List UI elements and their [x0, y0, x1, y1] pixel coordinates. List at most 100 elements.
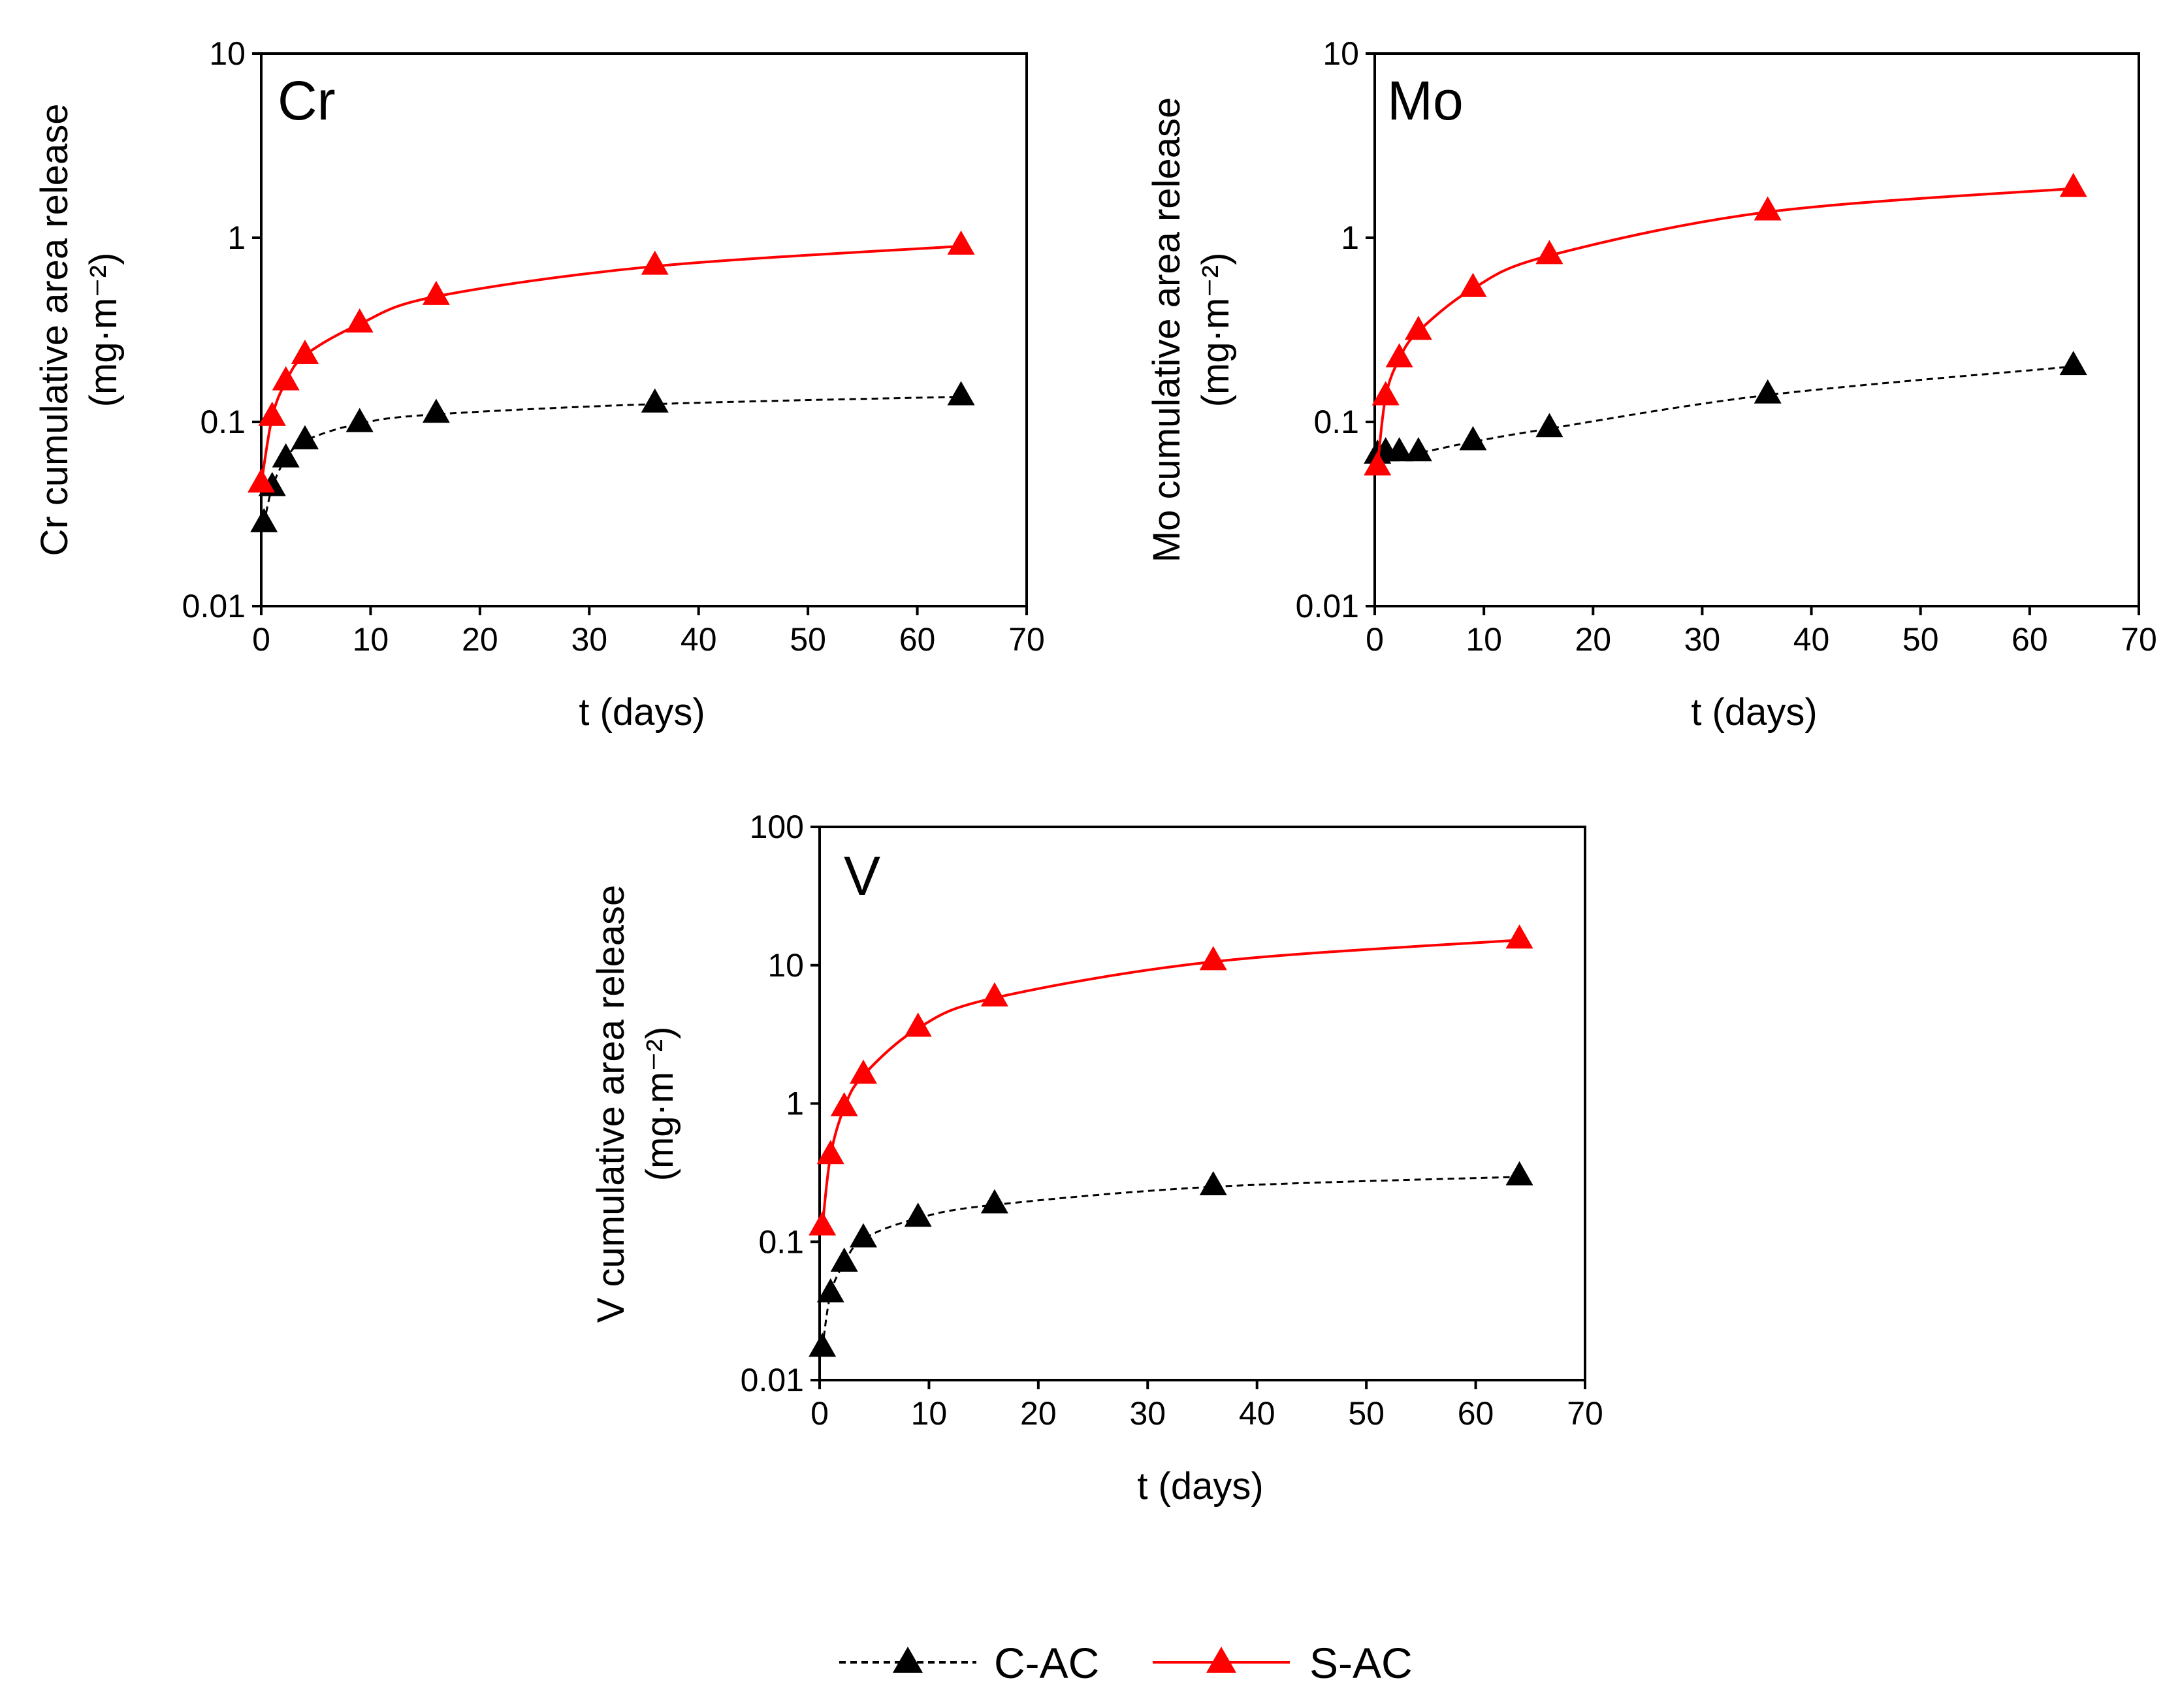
- y-axis-title-cr: Cr cumulative area release: [33, 103, 76, 556]
- x-axis-title-v: t (days): [1137, 1465, 1263, 1507]
- data-point-mo-c-ac-7: [2059, 351, 2087, 376]
- data-point-mo-c-ac-6: [1754, 379, 1782, 404]
- y-axis-title-v: V cumulative area release: [590, 885, 632, 1323]
- y-tick-label-v-10: 10: [767, 947, 804, 984]
- x-tick-label-cr-30: 30: [571, 621, 607, 658]
- data-point-v-c-ac-3: [849, 1223, 877, 1248]
- legend-marker-s-ac: [1206, 1647, 1236, 1673]
- data-point-cr-s-ac-1: [258, 401, 286, 426]
- y-tick-label-v-0.1: 0.1: [758, 1223, 804, 1260]
- y-tick-label-v-100: 100: [750, 809, 804, 845]
- data-point-cr-c-ac-2: [272, 443, 300, 468]
- series-line-v-s-ac: [821, 939, 1520, 1227]
- data-point-v-c-ac-1: [816, 1278, 844, 1303]
- x-tick-label-cr-20: 20: [462, 621, 498, 658]
- data-point-mo-c-ac-4: [1459, 426, 1487, 451]
- x-tick-label-cr-70: 70: [1008, 621, 1045, 658]
- data-point-mo-s-ac-4: [1459, 272, 1487, 297]
- x-tick-label-mo-10: 10: [1466, 621, 1502, 658]
- y-tick-label-cr-10: 10: [209, 35, 246, 72]
- x-tick-label-mo-50: 50: [1902, 621, 1939, 658]
- data-point-v-s-ac-6: [1199, 946, 1227, 971]
- panel-label-mo: Mo: [1387, 70, 1464, 131]
- data-point-mo-s-ac-6: [1754, 196, 1782, 221]
- data-point-v-c-ac-0: [809, 1332, 837, 1357]
- x-tick-label-mo-70: 70: [2121, 621, 2157, 658]
- chart-panel-mo: 0 10 20 30 40 50 60 70 0.01 0.1 1 10 Mo t (days) Mo…: [1146, 35, 2157, 733]
- x-tick-label-mo-40: 40: [1793, 621, 1830, 658]
- x-tick-label-v-10: 10: [911, 1395, 948, 1432]
- x-tick-label-v-70: 70: [1567, 1395, 1603, 1432]
- plot-area-mo: 0 10 20 30 40 50 60 70 0.01 0.1 1 10: [1296, 35, 2157, 658]
- x-tick-label-cr-50: 50: [790, 621, 826, 658]
- legend-marker-c-ac: [893, 1647, 923, 1673]
- plot-area-cr: 0 10 20 30 40 50 60 70 0.01 0.1 1 10: [182, 35, 1045, 658]
- data-point-v-s-ac-1: [816, 1140, 844, 1165]
- legend-label-c-ac: C-AC: [994, 1639, 1099, 1687]
- x-tick-label-v-30: 30: [1129, 1395, 1166, 1432]
- data-point-v-c-ac-4: [904, 1202, 932, 1227]
- y-tick-label-mo-0.1: 0.1: [1313, 404, 1359, 440]
- series-line-cr-s-ac: [260, 244, 961, 485]
- x-axis-title-cr: t (days): [579, 691, 705, 733]
- x-tick-label-cr-60: 60: [899, 621, 936, 658]
- data-point-v-c-ac-2: [830, 1248, 858, 1272]
- data-point-cr-c-ac-3: [291, 425, 319, 449]
- data-point-mo-c-ac-5: [1535, 413, 1563, 438]
- plot-frame-mo: [1373, 52, 2140, 607]
- x-tick-label-mo-60: 60: [2012, 621, 2048, 658]
- data-point-cr-c-ac-6: [641, 388, 669, 413]
- data-point-mo-s-ac-2: [1385, 343, 1413, 368]
- y-tick-label-cr-0.1: 0.1: [200, 404, 246, 440]
- x-tick-label-mo-0: 0: [1366, 621, 1384, 658]
- data-point-cr-s-ac-7: [947, 230, 975, 255]
- data-point-v-c-ac-6: [1199, 1170, 1227, 1195]
- data-point-cr-s-ac-2: [272, 366, 300, 391]
- y-tick-label-mo-0.01: 0.01: [1296, 588, 1359, 624]
- data-point-v-s-ac-5: [980, 982, 1008, 1007]
- x-axis-title-mo: t (days): [1691, 691, 1817, 733]
- data-point-mo-s-ac-5: [1535, 240, 1563, 265]
- y-axis-title-mo: Mo cumulative area release: [1146, 97, 1188, 562]
- x-tick-label-cr-0: 0: [252, 621, 270, 658]
- series-line-mo-c-ac: [1377, 365, 2074, 457]
- data-point-cr-s-ac-5: [422, 280, 450, 305]
- data-point-v-s-ac-4: [904, 1012, 932, 1037]
- data-point-cr-s-ac-0: [248, 468, 275, 493]
- y-tick-label-mo-1: 1: [1341, 219, 1359, 256]
- data-point-v-s-ac-7: [1505, 924, 1533, 949]
- data-point-cr-c-ac-0: [250, 508, 278, 532]
- x-tick-label-v-50: 50: [1348, 1395, 1385, 1432]
- x-tick-label-v-40: 40: [1239, 1395, 1275, 1432]
- data-point-cr-s-ac-3: [291, 339, 319, 364]
- chart-panel-cr: 0 10 20 30 40 50 60 70 0.01 0.1 1 10 Cr t (days) Cr…: [33, 35, 1045, 733]
- y-axis-units-mo: (mg·m⁻²): [1194, 253, 1237, 408]
- panel-label-cr: Cr: [278, 70, 336, 131]
- data-point-mo-s-ac-1: [1371, 381, 1400, 406]
- data-point-cr-s-ac-4: [345, 308, 374, 333]
- data-point-v-s-ac-0: [809, 1211, 837, 1236]
- y-tick-label-v-1: 1: [786, 1086, 804, 1122]
- data-point-cr-s-ac-6: [641, 250, 669, 275]
- y-tick-label-cr-1: 1: [227, 219, 246, 256]
- plot-area-v: 0 10 20 30 40 50 60 70 0.01 0.1 1 10 100: [741, 809, 1603, 1432]
- data-point-mo-c-ac-3: [1404, 437, 1432, 462]
- data-point-v-c-ac-5: [980, 1189, 1008, 1214]
- data-point-mo-s-ac-3: [1404, 315, 1432, 340]
- data-point-v-s-ac-2: [830, 1092, 858, 1117]
- x-tick-label-v-0: 0: [810, 1395, 829, 1432]
- x-tick-label-cr-40: 40: [681, 621, 717, 658]
- data-point-mo-c-ac-2: [1385, 437, 1413, 462]
- x-tick-label-v-20: 20: [1020, 1395, 1057, 1432]
- data-point-mo-s-ac-0: [1364, 451, 1392, 475]
- panel-label-v: V: [844, 845, 880, 907]
- x-tick-label-v-60: 60: [1458, 1395, 1494, 1432]
- y-axis-units-v: (mg·m⁻²): [639, 1027, 681, 1182]
- data-point-v-s-ac-3: [849, 1059, 877, 1084]
- plot-frame-cr: [260, 52, 1028, 607]
- x-tick-label-mo-20: 20: [1575, 621, 1611, 658]
- y-axis-units-cr: (mg·m⁻²): [82, 253, 125, 408]
- data-point-v-c-ac-7: [1505, 1161, 1533, 1185]
